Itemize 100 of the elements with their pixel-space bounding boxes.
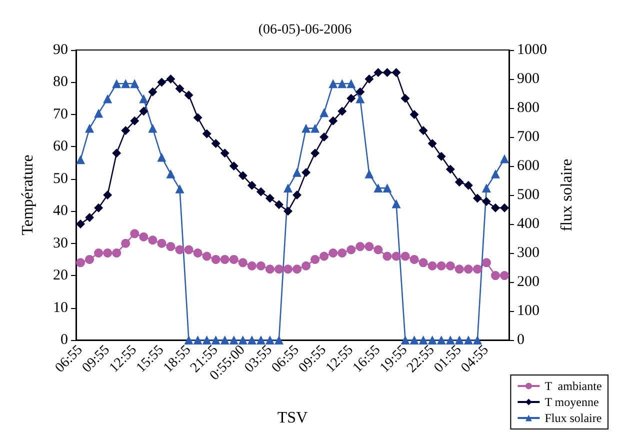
point — [392, 68, 401, 78]
point — [310, 124, 320, 133]
point — [193, 113, 202, 122]
point — [436, 261, 446, 270]
y2-tick-label: 100 — [517, 303, 540, 319]
point — [157, 152, 166, 162]
point — [274, 336, 284, 344]
point — [283, 184, 292, 193]
point — [229, 336, 238, 344]
y2-tick-label: 700 — [517, 129, 540, 145]
point — [175, 84, 184, 94]
point — [274, 200, 284, 210]
point — [121, 238, 130, 248]
point — [229, 254, 238, 264]
point — [310, 254, 320, 264]
point — [320, 108, 329, 118]
point — [418, 126, 428, 136]
point — [364, 242, 374, 252]
point — [265, 194, 274, 203]
point — [446, 164, 455, 174]
y-tick-label: 90 — [53, 42, 68, 58]
point — [94, 108, 104, 118]
y2-tick-label: 200 — [517, 274, 540, 290]
point — [328, 116, 338, 126]
y2-axis-title: flux solaire — [558, 158, 576, 232]
point — [139, 232, 148, 242]
point — [202, 336, 212, 344]
point — [338, 79, 347, 88]
point — [220, 148, 230, 158]
y2-tick-label: 600 — [517, 158, 540, 174]
point — [302, 124, 311, 133]
x-axis-title: TSV — [277, 410, 308, 426]
point — [292, 168, 302, 177]
point — [103, 248, 112, 258]
point — [130, 229, 140, 238]
point — [238, 336, 248, 344]
point — [94, 248, 104, 258]
point — [446, 261, 455, 270]
point — [400, 252, 410, 261]
point — [382, 184, 392, 193]
chart-title: (06-05)-06-2006 — [258, 22, 352, 38]
point — [220, 254, 230, 264]
point — [292, 190, 302, 200]
point — [472, 336, 482, 344]
point — [490, 203, 500, 212]
y-tick-label: 40 — [53, 203, 68, 220]
point — [482, 258, 491, 268]
point — [284, 264, 292, 274]
point — [464, 264, 473, 274]
point — [184, 336, 194, 344]
y-tick-label: 0 — [60, 332, 68, 348]
y2-tick-label: 400 — [517, 216, 540, 232]
point — [211, 138, 220, 148]
point — [436, 152, 446, 161]
point — [247, 336, 256, 344]
point — [103, 94, 112, 104]
point — [292, 264, 302, 274]
point — [256, 261, 266, 270]
point — [274, 264, 284, 274]
point — [464, 336, 473, 344]
point — [157, 238, 166, 248]
point — [400, 336, 410, 344]
point — [364, 74, 374, 84]
point — [265, 336, 274, 344]
point — [302, 261, 311, 270]
point — [202, 252, 212, 261]
point — [76, 220, 86, 228]
point — [211, 336, 220, 344]
point — [247, 180, 256, 190]
point — [320, 132, 329, 142]
point — [193, 248, 202, 258]
point — [446, 336, 455, 344]
point — [346, 245, 356, 254]
point — [328, 79, 338, 88]
point — [356, 87, 365, 96]
point — [400, 94, 410, 103]
point — [220, 336, 230, 344]
point — [247, 261, 256, 270]
point — [310, 148, 320, 158]
point — [85, 213, 94, 222]
point — [175, 184, 184, 194]
point — [148, 236, 158, 245]
point — [112, 248, 122, 258]
point — [211, 254, 220, 264]
legend-label: Flux solaire — [544, 411, 602, 425]
y2-tick-label: 1000 — [517, 42, 547, 58]
point — [166, 169, 176, 178]
point — [382, 252, 392, 261]
point — [454, 336, 464, 344]
point — [338, 248, 347, 258]
point — [454, 178, 464, 187]
y-tick-label: 30 — [53, 235, 68, 252]
point — [85, 254, 94, 264]
y-tick-label: 70 — [53, 106, 68, 122]
point — [112, 79, 122, 88]
point — [94, 203, 104, 212]
y-tick-label: 20 — [53, 268, 68, 284]
point — [139, 106, 148, 116]
point — [184, 245, 194, 254]
point — [256, 336, 266, 344]
